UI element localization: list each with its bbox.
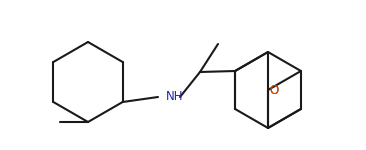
Text: O: O: [269, 84, 278, 96]
Text: O: O: [269, 84, 278, 96]
Text: NH: NH: [166, 90, 183, 104]
